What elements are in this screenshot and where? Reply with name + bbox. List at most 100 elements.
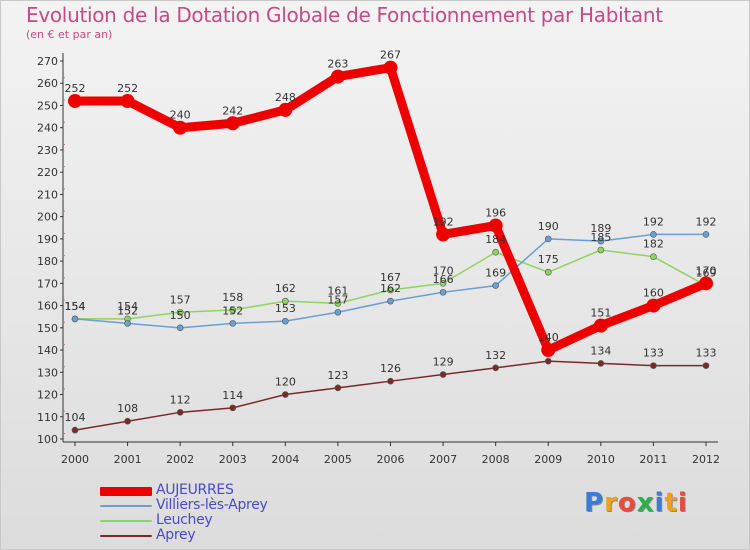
series-point bbox=[124, 320, 131, 327]
data-label: 167 bbox=[380, 271, 401, 284]
data-label: 263 bbox=[327, 58, 348, 71]
series-point bbox=[650, 231, 657, 238]
y-tick-label: 160 bbox=[37, 300, 58, 313]
y-tick-label: 200 bbox=[37, 211, 58, 224]
series-point bbox=[225, 116, 240, 131]
y-tick-label: 170 bbox=[37, 277, 58, 290]
series-point bbox=[699, 276, 713, 291]
x-tick-label: 2006 bbox=[377, 453, 405, 466]
y-tick-label: 210 bbox=[37, 188, 58, 201]
data-label: 169 bbox=[485, 267, 506, 280]
series-point bbox=[68, 94, 82, 109]
data-label: 189 bbox=[590, 222, 611, 235]
data-label: 252 bbox=[117, 82, 138, 95]
data-label: 190 bbox=[538, 220, 559, 233]
series-point bbox=[120, 94, 135, 109]
y-tick-label: 270 bbox=[37, 55, 58, 68]
x-tick-label: 2008 bbox=[482, 453, 510, 466]
x-tick-label: 2010 bbox=[587, 453, 615, 466]
data-label: 160 bbox=[643, 287, 664, 300]
legend-label: Villiers-lès-Aprey bbox=[156, 497, 268, 513]
data-label: 175 bbox=[538, 253, 559, 266]
y-tick-label: 260 bbox=[37, 77, 58, 90]
x-tick-label: 2003 bbox=[219, 453, 247, 466]
series-point bbox=[492, 364, 499, 372]
data-label: 153 bbox=[275, 302, 296, 315]
y-tick-label: 130 bbox=[37, 366, 58, 379]
data-label: 170 bbox=[696, 264, 717, 277]
data-label: 150 bbox=[170, 309, 191, 322]
y-tick-label: 150 bbox=[37, 322, 58, 335]
chart-subtitle: (en € et par an) bbox=[26, 28, 113, 41]
series-point bbox=[282, 297, 289, 305]
data-label: 248 bbox=[275, 91, 296, 104]
legend-swatch bbox=[100, 505, 152, 507]
x-tick-label: 2002 bbox=[166, 453, 194, 466]
series-point bbox=[176, 308, 184, 316]
data-label: 267 bbox=[380, 49, 401, 62]
x-tick-label: 2001 bbox=[114, 453, 142, 466]
data-label: 184 bbox=[485, 233, 506, 246]
legend-swatch bbox=[100, 535, 152, 537]
data-label: 134 bbox=[590, 344, 611, 357]
x-tick-label: 2004 bbox=[271, 453, 299, 466]
series-point bbox=[229, 320, 237, 327]
proxiti-logo: Proxiti bbox=[584, 488, 688, 518]
series-point bbox=[176, 324, 184, 332]
series-point bbox=[229, 404, 237, 412]
y-tick-label: 100 bbox=[37, 433, 58, 446]
data-label: 154 bbox=[65, 300, 86, 313]
data-label: 192 bbox=[643, 215, 664, 228]
logo-letter: x bbox=[636, 488, 655, 518]
series-point bbox=[597, 360, 605, 367]
series-point bbox=[492, 248, 499, 256]
series-point bbox=[71, 315, 79, 323]
logo-letter: t bbox=[664, 488, 678, 518]
data-label: 252 bbox=[65, 82, 86, 95]
data-label: 182 bbox=[643, 238, 664, 251]
series-point bbox=[544, 268, 552, 276]
data-label: 129 bbox=[433, 356, 454, 369]
data-label: 133 bbox=[696, 347, 717, 360]
x-tick-label: 2011 bbox=[639, 453, 667, 466]
legend-label: Aprey bbox=[156, 527, 196, 543]
series-point bbox=[646, 298, 661, 313]
series-point bbox=[334, 384, 342, 392]
series-point bbox=[176, 409, 184, 416]
legend-label: AUJEURRES bbox=[156, 482, 234, 498]
series-point bbox=[544, 235, 552, 243]
series-point bbox=[229, 306, 237, 314]
y-tick-label: 250 bbox=[37, 99, 58, 112]
data-label: 133 bbox=[643, 347, 664, 360]
legend-swatch bbox=[100, 486, 152, 496]
data-label: 126 bbox=[380, 362, 401, 375]
series-point bbox=[387, 377, 394, 385]
data-label: 240 bbox=[170, 109, 191, 122]
data-label: 154 bbox=[65, 300, 86, 313]
data-label: 123 bbox=[327, 369, 348, 382]
series-point bbox=[702, 362, 710, 369]
series-point bbox=[650, 253, 657, 260]
y-tick-label: 180 bbox=[37, 255, 58, 268]
data-label: 161 bbox=[327, 284, 348, 297]
series-point bbox=[282, 391, 289, 398]
data-label: 158 bbox=[222, 291, 243, 304]
y-tick-label: 230 bbox=[37, 144, 58, 157]
series-point bbox=[488, 218, 503, 233]
series-point bbox=[334, 300, 342, 307]
x-tick-label: 2000 bbox=[61, 453, 89, 466]
y-tick-label: 140 bbox=[37, 344, 58, 357]
data-label: 162 bbox=[380, 282, 401, 295]
data-label: 166 bbox=[433, 273, 454, 286]
series-point bbox=[492, 282, 499, 289]
series-point bbox=[334, 308, 342, 316]
y-tick-label: 240 bbox=[37, 122, 58, 135]
legend-label: Leuchey bbox=[156, 512, 213, 528]
series-point bbox=[383, 60, 398, 75]
y-tick-label: 190 bbox=[37, 233, 58, 246]
legend-swatch bbox=[100, 520, 152, 522]
data-label: 196 bbox=[485, 207, 506, 220]
series-point bbox=[330, 69, 345, 84]
x-tick-label: 2005 bbox=[324, 453, 352, 466]
